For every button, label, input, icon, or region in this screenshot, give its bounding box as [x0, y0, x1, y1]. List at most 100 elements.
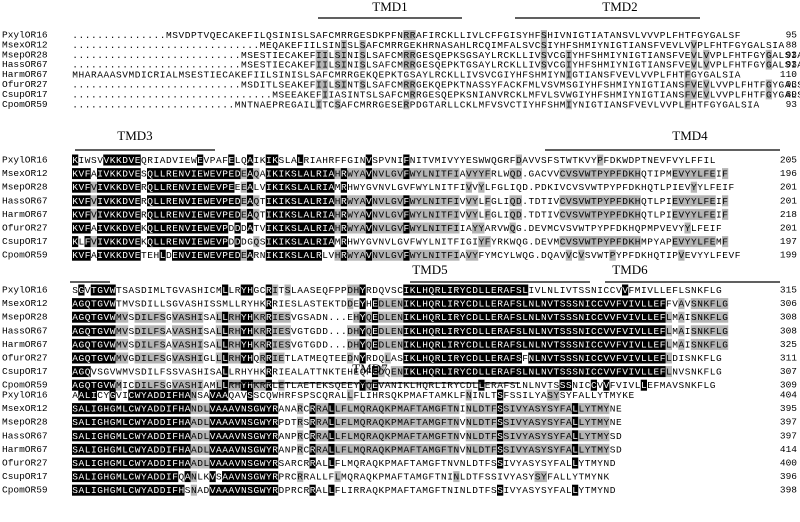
- conservation-shade: [147, 181, 235, 193]
- conservation-shade: [240, 379, 254, 391]
- sequence-name: MsepOR28: [2, 417, 48, 428]
- conservation-shade: [690, 49, 697, 60]
- conservation-shade: [309, 430, 316, 442]
- conservation-shade: [765, 59, 772, 70]
- conservation-shade: [247, 195, 254, 207]
- conservation-shade: [172, 325, 204, 337]
- conservation-shade: [572, 484, 579, 496]
- conservation-shade: [328, 443, 335, 455]
- conservation-shade: [609, 249, 616, 261]
- conservation-shade: [309, 484, 316, 496]
- sequence-name: HassOR67: [2, 59, 48, 70]
- conservation-shade: [403, 30, 416, 40]
- conservation-shade: [209, 471, 216, 483]
- conservation-shade: [265, 338, 272, 350]
- conservation-shade: [497, 457, 504, 469]
- conservation-shade: [684, 69, 691, 80]
- conservation-shade: [284, 284, 291, 296]
- conservation-shade: [578, 443, 610, 455]
- conservation-shade: [665, 366, 672, 378]
- sequence-name: HassOR67: [2, 325, 48, 336]
- conservation-shade: [72, 154, 79, 166]
- residue-end: 205: [780, 155, 797, 166]
- conservation-shade: [703, 59, 710, 70]
- conservation-shade: [128, 389, 191, 401]
- conservation-shade: [347, 195, 366, 207]
- conservation-shade: [328, 457, 335, 469]
- residue-end: 395: [780, 403, 797, 414]
- conservation-shade: [403, 298, 666, 310]
- conservation-shade: [347, 325, 360, 337]
- conservation-shade: [340, 195, 347, 207]
- conservation-shade: [190, 443, 210, 455]
- conservation-shade: [265, 325, 272, 337]
- conservation-shade: [265, 208, 335, 220]
- conservation-shade: [359, 79, 366, 90]
- tmd-label: TMD7: [352, 361, 388, 376]
- conservation-shade: [297, 430, 304, 442]
- conservation-shade: [465, 195, 479, 207]
- conservation-shade: [190, 484, 197, 496]
- sequence: KVFVIVKKDVERQLLRENVIEWEVPEDEAQTIKIKSLALR…: [72, 209, 728, 220]
- conservation-shade: [478, 379, 485, 391]
- conservation-shade: [84, 236, 91, 248]
- conservation-shade: [409, 195, 460, 207]
- conservation-shade: [72, 325, 116, 337]
- conservation-shade: [403, 208, 410, 220]
- conservation-shade: [215, 325, 222, 337]
- sequence: KVFAIVKKDVETEHLDENVIEWEVPEDEARNIKIKSLALR…: [72, 250, 741, 261]
- residue-end: 88: [786, 39, 798, 50]
- conservation-shade: [578, 416, 610, 428]
- conservation-shade: [372, 311, 379, 323]
- conservation-shade: [72, 208, 91, 220]
- conservation-shade: [378, 325, 404, 337]
- sequence: SALIGHGMLCWYADDIFHSNADVAAAVNSGWYRDPRCRRA…: [72, 485, 616, 496]
- conservation-shade: [690, 59, 697, 70]
- residue-end: 110: [780, 69, 797, 80]
- tmd-label: TMD2: [602, 0, 637, 14]
- residue-end: 201: [780, 182, 797, 193]
- conservation-shade: [340, 236, 347, 248]
- conservation-shade: [465, 389, 472, 401]
- sequence-name: OfurOR27: [2, 223, 48, 234]
- conservation-shade: [278, 379, 285, 391]
- conservation-shade: [328, 416, 335, 428]
- conservation-shade: [403, 195, 410, 207]
- sequence: SGVTGVWTSASDIMLTGVASHICMLLRYHGCRITSLAASE…: [72, 285, 722, 296]
- conservation-shade: [340, 222, 347, 234]
- conservation-shade: [197, 154, 204, 166]
- conservation-shade: [372, 379, 379, 391]
- tmd-label: TMD1: [372, 0, 407, 14]
- conservation-shade: [322, 89, 329, 100]
- conservation-shade: [253, 168, 260, 180]
- conservation-shade: [465, 181, 472, 193]
- residue-end: 95: [786, 30, 798, 41]
- conservation-shade: [365, 338, 372, 350]
- conservation-shade: [228, 338, 241, 350]
- sequence: SALIGHGMLCWYADDIFHANDLVAAAVNSGWYRANARCRR…: [72, 403, 622, 414]
- conservation-shade: [678, 338, 685, 350]
- conservation-shade: [347, 389, 354, 401]
- sequence-name: MsexOR12: [2, 403, 48, 414]
- conservation-shade: [403, 311, 666, 323]
- conservation-shade: [253, 338, 266, 350]
- conservation-shade: [334, 471, 341, 483]
- conservation-shade: [684, 89, 697, 100]
- conservation-shade: [172, 311, 204, 323]
- conservation-shade: [253, 208, 260, 220]
- conservation-shade: [253, 311, 266, 323]
- conservation-shade: [359, 352, 366, 364]
- conservation-shade: [359, 284, 366, 296]
- residue-end: 307: [780, 366, 797, 377]
- residue-end: 315: [780, 285, 797, 296]
- conservation-shade: [559, 236, 641, 248]
- conservation-shade: [265, 379, 272, 391]
- conservation-shade: [403, 325, 666, 337]
- sequence: AGQTGVWMVSDILFSAVASHISALLRHYHKRRIESVGTGD…: [72, 325, 728, 336]
- conservation-shade: [265, 311, 272, 323]
- conservation-shade: [222, 325, 229, 337]
- conservation-shade: [90, 181, 97, 193]
- conservation-shade: [253, 325, 266, 337]
- conservation-shade: [509, 168, 522, 180]
- conservation-shade: [722, 168, 729, 180]
